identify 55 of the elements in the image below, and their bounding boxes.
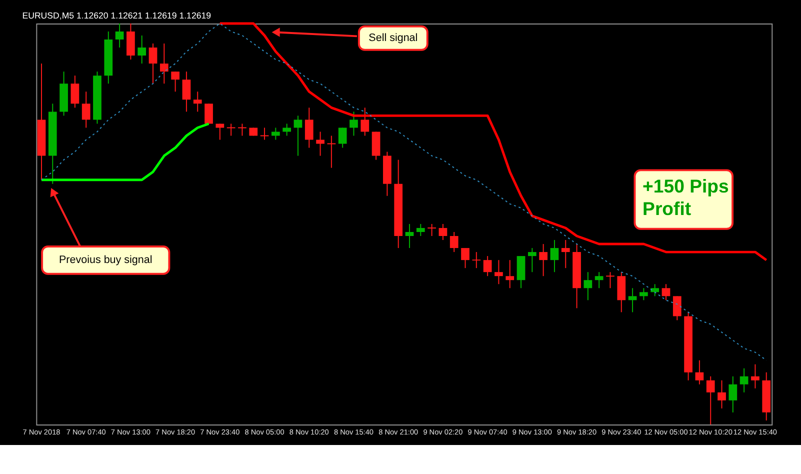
candlestick <box>695 360 704 385</box>
candlestick <box>672 296 682 321</box>
annotation: Prevoius buy signal <box>59 254 152 266</box>
candlestick <box>427 223 436 236</box>
candlestick <box>628 288 637 313</box>
candlestick <box>494 260 503 285</box>
candlestick <box>539 244 548 277</box>
candlestick <box>550 240 559 273</box>
chart-title: EURUSD,M5 1.12620 1.12621 1.12619 1.12619 <box>22 10 212 20</box>
candlestick <box>316 131 324 156</box>
candlestick <box>350 111 358 136</box>
candlestick <box>115 22 124 48</box>
candlestick <box>294 115 302 156</box>
candlestick <box>506 260 514 289</box>
candlestick <box>438 223 448 240</box>
candlestick <box>216 123 224 140</box>
candlestick <box>405 223 414 249</box>
candlestick <box>193 91 202 112</box>
annotation: +150 Pips Profit <box>642 176 729 220</box>
annotation: Sell signal <box>368 32 418 44</box>
candlestick <box>594 272 604 289</box>
candlestick <box>561 240 570 269</box>
candlestick <box>662 284 670 301</box>
candlestick <box>640 288 648 301</box>
candlestick <box>606 272 615 289</box>
candlestick <box>360 107 370 136</box>
candlestick <box>304 107 314 148</box>
candlestick <box>416 223 425 236</box>
candlestick <box>461 248 470 269</box>
candlestick <box>138 35 146 64</box>
candlestick <box>326 135 336 168</box>
candlestick <box>226 123 236 136</box>
candlestick <box>472 252 482 269</box>
candlestick <box>450 231 458 253</box>
candlestick <box>171 71 180 92</box>
candlestick <box>706 376 715 425</box>
candlestick <box>260 127 270 140</box>
candlestick <box>751 364 760 389</box>
candlestick <box>204 103 213 124</box>
candlestick <box>148 43 158 84</box>
candlestick <box>70 75 80 108</box>
candlestick <box>338 127 347 148</box>
candlestick <box>271 127 280 140</box>
candlestick <box>650 284 660 297</box>
candlestick <box>718 380 726 409</box>
candlestick <box>528 248 536 273</box>
candlestick <box>483 256 492 277</box>
candlestick <box>238 123 247 136</box>
candlestick <box>160 43 168 84</box>
candlestick <box>740 368 748 393</box>
candlestick <box>584 272 592 301</box>
candlestick <box>182 71 191 112</box>
candlestick <box>82 91 90 128</box>
candlestick <box>282 123 292 136</box>
candlestick <box>728 376 738 413</box>
